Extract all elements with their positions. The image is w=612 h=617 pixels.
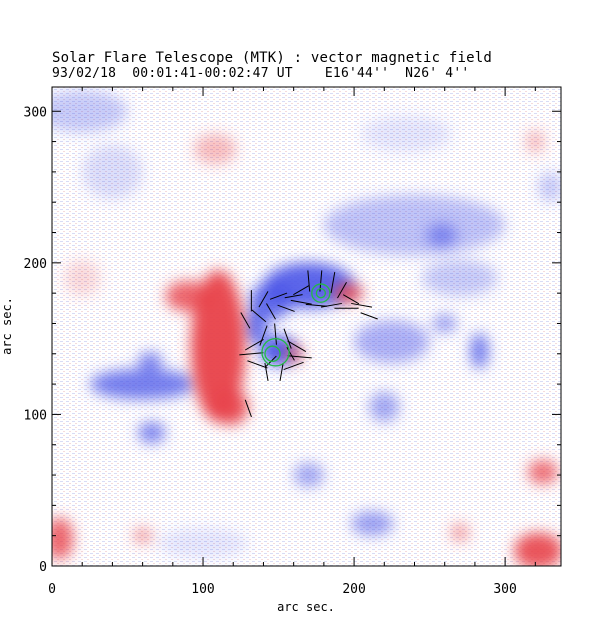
negative-polarity-region [422, 259, 498, 297]
transverse-field-vector [239, 352, 264, 356]
x-tick-label: 100 [191, 582, 214, 597]
vector-layer [239, 270, 378, 418]
positive-polarity-region [165, 281, 211, 312]
positive-polarity-region [527, 459, 558, 485]
chart-subtitle: 93/02/18 00:01:41-00:02:47 UT E16'44'' N… [52, 66, 470, 81]
transverse-field-vector [264, 362, 269, 382]
x-tick-label: 200 [342, 582, 365, 597]
negative-polarity-region [351, 511, 394, 536]
transverse-field-vector [351, 302, 373, 308]
positive-field-group [52, 129, 561, 566]
transverse-field-vector [305, 303, 327, 307]
transverse-field-vector [360, 312, 378, 320]
x-tick-label: 300 [493, 582, 516, 597]
transverse-field-vector [251, 309, 267, 323]
transverse-field-vector [342, 294, 360, 305]
transverse-field-vector [244, 399, 252, 418]
contour-layer [261, 283, 331, 367]
field-layer [52, 90, 561, 566]
negative-polarity-region [293, 462, 324, 488]
negative-polarity-region [470, 332, 489, 369]
transverse-field-vector [337, 281, 347, 299]
field-contour [311, 283, 331, 303]
x-axis-label: arc sec. [277, 600, 335, 614]
y-axis-label: arc sec. [0, 297, 14, 355]
negative-polarity-region [82, 144, 143, 200]
x-tick-label: 0 [48, 582, 56, 597]
positive-polarity-region [133, 528, 152, 544]
positive-polarity-region [193, 133, 237, 165]
plot-frame [51, 86, 562, 567]
transverse-field-vector [258, 291, 269, 308]
transverse-field-vector [287, 340, 307, 352]
y-tick-label: 200 [24, 257, 47, 272]
negative-polarity-region [426, 223, 457, 248]
negative-polarity-region [138, 421, 166, 444]
negative-polarity-region [323, 194, 506, 256]
positive-polarity-region [212, 388, 249, 426]
positive-polarity-region [52, 517, 74, 560]
negative-polarity-region [89, 368, 196, 400]
x-axis: 0 100 200 300 [48, 87, 536, 597]
negative-polarity-region [354, 320, 430, 363]
transverse-field-vector [269, 292, 288, 300]
positive-polarity-region [190, 270, 246, 422]
transverse-field-vector [307, 270, 311, 292]
positive-polarity-region [526, 129, 545, 154]
transverse-field-vector [286, 346, 295, 361]
y-axis: 0 100 200 300 [24, 105, 561, 575]
transverse-field-vector [330, 272, 336, 294]
transverse-field-vector [284, 294, 303, 299]
negative-polarity-region [138, 352, 163, 371]
positive-polarity-region [514, 532, 561, 566]
negative-polarity-region [369, 391, 400, 422]
negative-polarity-region [52, 90, 128, 133]
transverse-field-vector [293, 285, 310, 296]
positive-polarity-region [64, 259, 101, 297]
y-tick-label: 300 [24, 105, 47, 120]
negative-field-group [52, 90, 561, 559]
transverse-field-vector [283, 361, 304, 371]
positive-polarity-region [450, 523, 469, 542]
transverse-field-vector [274, 323, 277, 345]
transverse-field-vector [266, 303, 276, 320]
transverse-field-vector [279, 362, 284, 382]
transverse-field-vector [320, 302, 342, 308]
y-tick-label: 0 [39, 560, 47, 575]
transverse-field-vector [259, 325, 268, 346]
transverse-field-vector [283, 328, 292, 349]
field-contour [315, 287, 327, 299]
field-contour [264, 345, 281, 363]
negative-polarity-region [538, 171, 561, 203]
transverse-field-vector [247, 360, 268, 369]
transverse-field-vector [244, 338, 264, 351]
field-contour [261, 337, 290, 367]
y-tick-label: 100 [24, 408, 47, 423]
negative-polarity-region [157, 528, 249, 559]
negative-polarity-region [361, 115, 453, 153]
negative-polarity-region [243, 308, 268, 345]
chart-title: Solar Flare Telescope (MTK) : vector mag… [52, 50, 493, 66]
transverse-field-vector [290, 299, 312, 305]
transverse-field-vector [277, 304, 295, 312]
positive-polarity-region [332, 284, 364, 303]
transverse-field-vector [240, 312, 251, 329]
negative-polarity-region [432, 314, 457, 333]
